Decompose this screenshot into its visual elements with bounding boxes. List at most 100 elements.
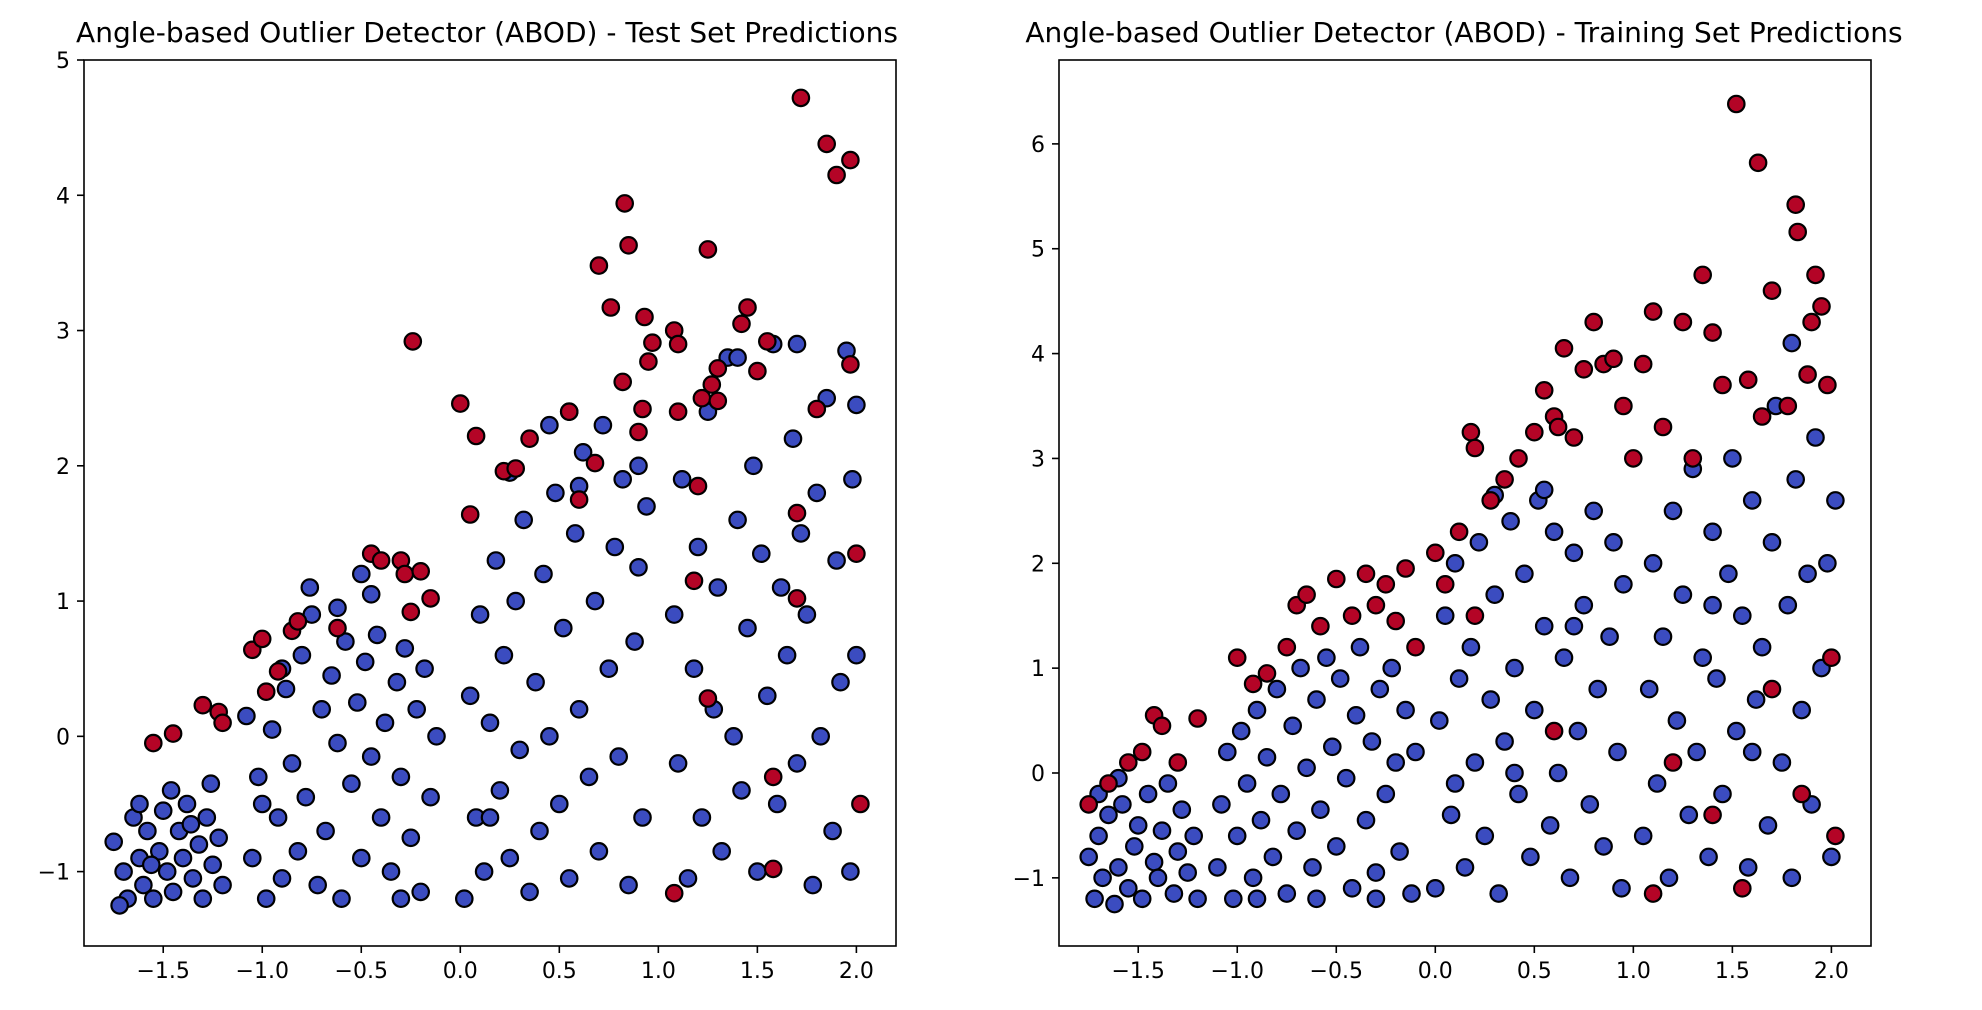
outlier-point xyxy=(395,564,415,584)
inlier-point xyxy=(1548,763,1568,783)
inlier-point xyxy=(1105,894,1124,914)
outlier-point xyxy=(1663,753,1683,772)
chart-title: Angle-based Outlier Detector (ABOD) - Te… xyxy=(76,16,898,49)
outlier-point xyxy=(213,713,232,733)
inlier-point xyxy=(322,666,341,685)
inlier-point xyxy=(1554,648,1574,667)
inlier-point xyxy=(712,841,731,861)
outlier-point xyxy=(1727,94,1746,114)
outlier-point xyxy=(643,333,662,352)
inlier-point xyxy=(520,882,539,902)
inlier-point xyxy=(1178,863,1197,882)
inlier-point xyxy=(296,787,316,807)
inlier-point xyxy=(1257,747,1277,767)
inlier-point xyxy=(1534,480,1554,500)
outlier-point xyxy=(328,618,347,638)
inlier-point xyxy=(1370,679,1390,699)
outlier-point xyxy=(268,662,288,681)
inlier-point xyxy=(209,828,228,848)
inlier-point xyxy=(579,767,599,787)
inlier-point xyxy=(1703,595,1722,615)
inlier-point xyxy=(415,659,434,678)
outlier-point xyxy=(1366,595,1386,615)
inlier-point xyxy=(1227,826,1247,846)
inlier-point xyxy=(514,510,533,530)
scatter-points xyxy=(1079,94,1845,914)
inlier-point xyxy=(1125,837,1144,856)
outlier-point xyxy=(1534,380,1554,400)
inlier-point xyxy=(1148,868,1168,888)
inlier-point xyxy=(134,875,153,895)
inlier-point xyxy=(1594,837,1613,856)
inlier-point xyxy=(1465,753,1485,772)
inlier-point xyxy=(1733,606,1752,625)
inlier-point xyxy=(791,524,811,543)
y-axis: −1 0 1 2 3 4 5 6 xyxy=(1013,133,1059,892)
inlier-point xyxy=(1461,637,1481,657)
inlier-point xyxy=(1267,679,1287,699)
inlier-point xyxy=(1742,742,1762,762)
outlier-point xyxy=(668,402,688,421)
inlier-point xyxy=(1164,884,1184,903)
inlier-point xyxy=(1208,858,1227,877)
inlier-point xyxy=(300,578,320,597)
inlier-point xyxy=(1778,595,1798,615)
outlier-point xyxy=(1277,637,1297,657)
outlier-point xyxy=(1481,491,1500,510)
outlier-point xyxy=(601,298,621,317)
inlier-point xyxy=(510,740,529,760)
inlier-point xyxy=(391,889,411,908)
inlier-point xyxy=(783,429,803,448)
outlier-point xyxy=(460,505,480,524)
inlier-point xyxy=(1224,889,1243,909)
outlier-point xyxy=(1733,878,1752,898)
x-tick-label: −1.5 xyxy=(1112,959,1165,984)
inlier-point xyxy=(470,605,490,624)
inlier-point xyxy=(276,679,296,699)
x-tick-label: 1.0 xyxy=(1616,959,1651,984)
inlier-point xyxy=(1564,543,1584,563)
inlier-point xyxy=(328,598,347,618)
inlier-point xyxy=(1283,716,1302,736)
inlier-point xyxy=(1390,842,1409,861)
inlier-point xyxy=(841,862,860,881)
inlier-point xyxy=(1612,878,1631,898)
inlier-point xyxy=(1604,532,1623,552)
outlier-point xyxy=(193,695,213,715)
outlier-point xyxy=(1426,543,1445,563)
outlier-point xyxy=(613,372,632,392)
inlier-point xyxy=(771,578,791,597)
outlier-point xyxy=(639,352,658,371)
inlier-point xyxy=(1584,501,1603,521)
inlier-point xyxy=(1568,721,1588,741)
outlier-point xyxy=(1168,753,1188,772)
inlier-point xyxy=(787,754,807,773)
inlier-point xyxy=(336,632,355,651)
outlier-point xyxy=(629,422,648,442)
outlier-point xyxy=(1604,349,1623,369)
outlier-point xyxy=(633,399,652,419)
inlier-point xyxy=(1679,805,1699,825)
inlier-point xyxy=(633,808,652,827)
inlier-point xyxy=(268,808,288,827)
inlier-point xyxy=(1366,863,1386,882)
x-tick-label: −1.5 xyxy=(137,959,190,984)
x-tick-label: 0.0 xyxy=(1418,959,1453,984)
outlier-point xyxy=(1435,574,1455,594)
plot-frame xyxy=(1058,59,1872,947)
inlier-point xyxy=(1327,837,1346,856)
inlier-point xyxy=(248,767,268,787)
outlier-point xyxy=(1738,370,1758,390)
inlier-point xyxy=(708,578,728,597)
inlier-point xyxy=(474,862,494,881)
outlier-point xyxy=(791,88,811,108)
outlier-point xyxy=(1713,375,1732,395)
outlier-point xyxy=(1132,742,1152,762)
inlier-point xyxy=(1119,878,1138,898)
inlier-point xyxy=(1109,858,1128,877)
y-tick-label: 4 xyxy=(1031,343,1045,368)
inlier-point xyxy=(540,726,559,746)
outlier-point xyxy=(506,459,525,478)
inlier-point xyxy=(1588,679,1607,699)
